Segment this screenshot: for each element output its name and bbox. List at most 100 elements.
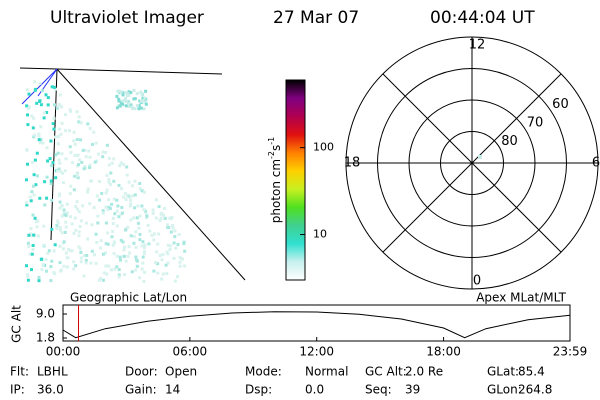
pixel [117, 275, 121, 279]
pixel [119, 238, 123, 242]
pixel [157, 232, 161, 236]
pixel [140, 267, 144, 271]
pixel [135, 259, 139, 263]
pixel [76, 153, 80, 157]
pixel [99, 246, 102, 250]
pixel [107, 178, 111, 182]
pixel [73, 142, 77, 146]
pixel [59, 228, 62, 232]
pixel [111, 243, 115, 247]
pixel [56, 221, 60, 225]
pixel [176, 275, 179, 279]
pixel [64, 157, 68, 161]
mlt-label: 0 [473, 274, 481, 289]
pixel [119, 91, 123, 95]
pixel [37, 234, 40, 238]
pixel [89, 261, 93, 265]
pixel [127, 101, 131, 105]
pixel [54, 153, 58, 157]
pixel [66, 265, 69, 269]
pixel [25, 104, 29, 108]
pixel [52, 127, 56, 131]
pixel [115, 265, 119, 269]
pixel [166, 223, 169, 227]
pixel [142, 280, 146, 283]
pixel [65, 202, 69, 206]
pixel [142, 252, 146, 256]
status-label: Dsp: [245, 383, 272, 397]
pixel [137, 104, 141, 108]
status-label: IP: [10, 383, 25, 397]
pixel [41, 263, 45, 267]
pixel [31, 248, 35, 251]
pixel [80, 160, 84, 164]
time: 00:44:04 UT [430, 8, 535, 28]
lat-label: 60 [552, 97, 569, 112]
pixel [171, 226, 175, 230]
pixel [109, 171, 113, 175]
pixel [79, 138, 83, 142]
pixel [89, 179, 93, 183]
pixel [92, 130, 96, 134]
pixel [101, 278, 105, 282]
pixel [42, 116, 46, 120]
pixel [93, 253, 96, 257]
pixel [38, 196, 42, 200]
pixel [35, 101, 39, 105]
pixel [97, 152, 100, 156]
pixel [32, 193, 36, 197]
x-tick-label: 18:00 [426, 345, 461, 359]
status-label: GLon: [487, 383, 522, 397]
tick-label: 100 [313, 141, 334, 154]
pixel [140, 99, 144, 103]
pixel [68, 108, 72, 112]
pixel [60, 105, 63, 109]
pixel [41, 141, 45, 145]
pixel [25, 201, 28, 205]
pixel [71, 161, 74, 165]
x-tick-label: 00:00 [46, 345, 81, 359]
pixel [51, 161, 55, 165]
status-label: Gain: [125, 383, 157, 397]
pixel [140, 92, 144, 96]
pixel [37, 132, 41, 136]
pixel [100, 191, 104, 195]
pixel [31, 126, 35, 130]
pixel [159, 216, 163, 220]
pixel [106, 208, 110, 212]
pixel [122, 248, 126, 252]
pixel [107, 156, 111, 160]
pixel [104, 221, 108, 225]
tick-label: 10 [313, 228, 327, 241]
pixel [119, 258, 122, 262]
pixel [80, 219, 83, 223]
pixel [112, 179, 116, 183]
pixel [54, 87, 57, 91]
pixel [107, 163, 111, 167]
pixel [44, 93, 48, 97]
pixel [86, 190, 90, 194]
pixel [58, 225, 62, 229]
pixel [26, 276, 30, 279]
status-label: Seq: [365, 383, 392, 397]
pixel [166, 252, 170, 256]
pixel [55, 169, 59, 173]
pixel [46, 251, 50, 255]
pixel [151, 211, 155, 215]
pixel [161, 272, 165, 276]
pixel [124, 91, 128, 95]
pixel [95, 241, 99, 244]
pixel [152, 238, 156, 242]
pixel [41, 89, 44, 93]
pixel [26, 278, 30, 282]
pixel [55, 226, 59, 230]
pixel [58, 192, 62, 196]
pixel [81, 204, 85, 208]
pixel [25, 178, 28, 182]
pixel [133, 206, 137, 210]
pixel [113, 212, 117, 216]
pixel [46, 103, 50, 107]
pixel [136, 221, 140, 225]
pixel [122, 255, 126, 258]
pixel [116, 204, 120, 208]
